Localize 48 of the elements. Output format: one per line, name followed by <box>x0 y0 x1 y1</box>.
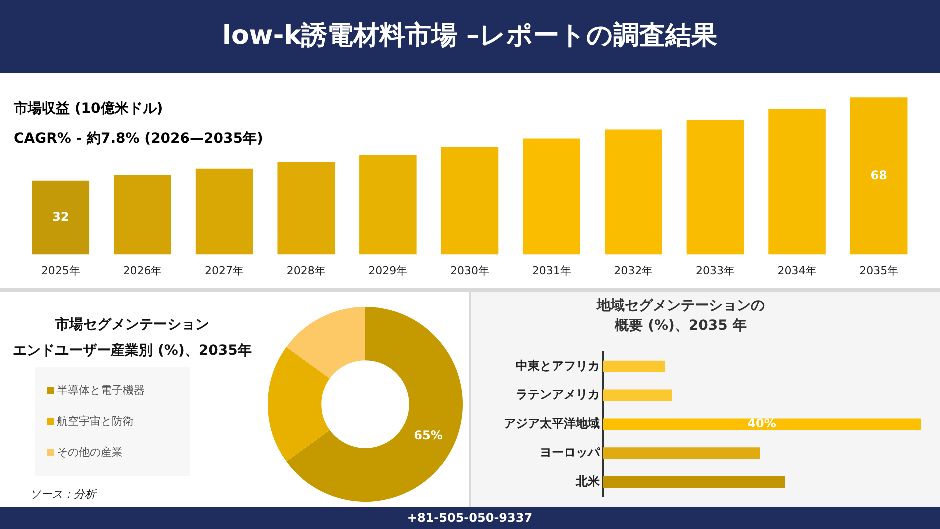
y-tick-label: ヨーロッパ <box>540 446 601 460</box>
x-tick-label: 2025年 <box>41 264 80 278</box>
data-label: 68 <box>870 168 888 182</box>
bar <box>603 448 760 460</box>
data-label: 65% <box>414 428 443 443</box>
x-tick-label: 2028年 <box>286 264 326 278</box>
legend-label: 航空宇宙と防衛 <box>57 414 134 429</box>
y-tick-label: ラテンアメリカ <box>516 388 600 402</box>
y-tick-label: 北米 <box>575 474 601 488</box>
y-tick-label: アジア太平洋地域 <box>504 416 600 431</box>
bar <box>114 175 172 255</box>
text: エンドユーザー産業別 (%)、2035年 <box>12 342 253 361</box>
x-tick-label: 2033年 <box>696 264 735 278</box>
bar <box>768 109 826 255</box>
bar <box>605 130 662 255</box>
annotation: CAGR% - 約7.8% (2026—2035年) <box>14 130 264 148</box>
y-tick-label: 中東とアフリカ <box>516 358 600 373</box>
bar <box>603 390 672 402</box>
bar <box>278 162 335 255</box>
bar <box>850 98 908 255</box>
legend-label: 半導体と電子機器 <box>57 383 145 398</box>
legend-label: その他の産業 <box>57 445 123 460</box>
data-label: 40% <box>748 416 776 431</box>
x-tick-label: 2029年 <box>368 264 408 278</box>
chart-subtitle: 概要 (%)、2035 年 <box>614 317 748 336</box>
x-tick-label: 2030年 <box>450 264 490 278</box>
text: +81-505-050-9337 <box>0 507 940 529</box>
x-tick-label: 2034年 <box>778 264 817 278</box>
x-tick-label: 2032年 <box>614 264 654 278</box>
bar <box>32 180 90 255</box>
x-tick-label: 2035年 <box>860 264 899 278</box>
bar <box>603 360 666 372</box>
chart-title: low-k誘電材料市場 –レポートの調査結果 <box>0 0 940 73</box>
bar <box>686 120 744 255</box>
x-tick-label: 2031年 <box>532 264 572 278</box>
chart-subtitle: 市場収益 (10億米ドル) <box>14 100 164 118</box>
bar <box>196 168 254 255</box>
bar <box>441 147 499 255</box>
bar <box>603 476 786 488</box>
bar <box>603 418 921 430</box>
text: 市場セグメンテーション <box>54 316 210 335</box>
text: ソース：分析 <box>30 487 96 502</box>
x-tick-label: 2027年 <box>205 264 244 278</box>
bar <box>360 154 417 255</box>
x-tick-label: 2026年 <box>123 264 162 278</box>
data-label: 32 <box>52 210 70 224</box>
bar <box>523 138 580 255</box>
chart-title: 地域セグメンテーションの <box>596 297 766 316</box>
